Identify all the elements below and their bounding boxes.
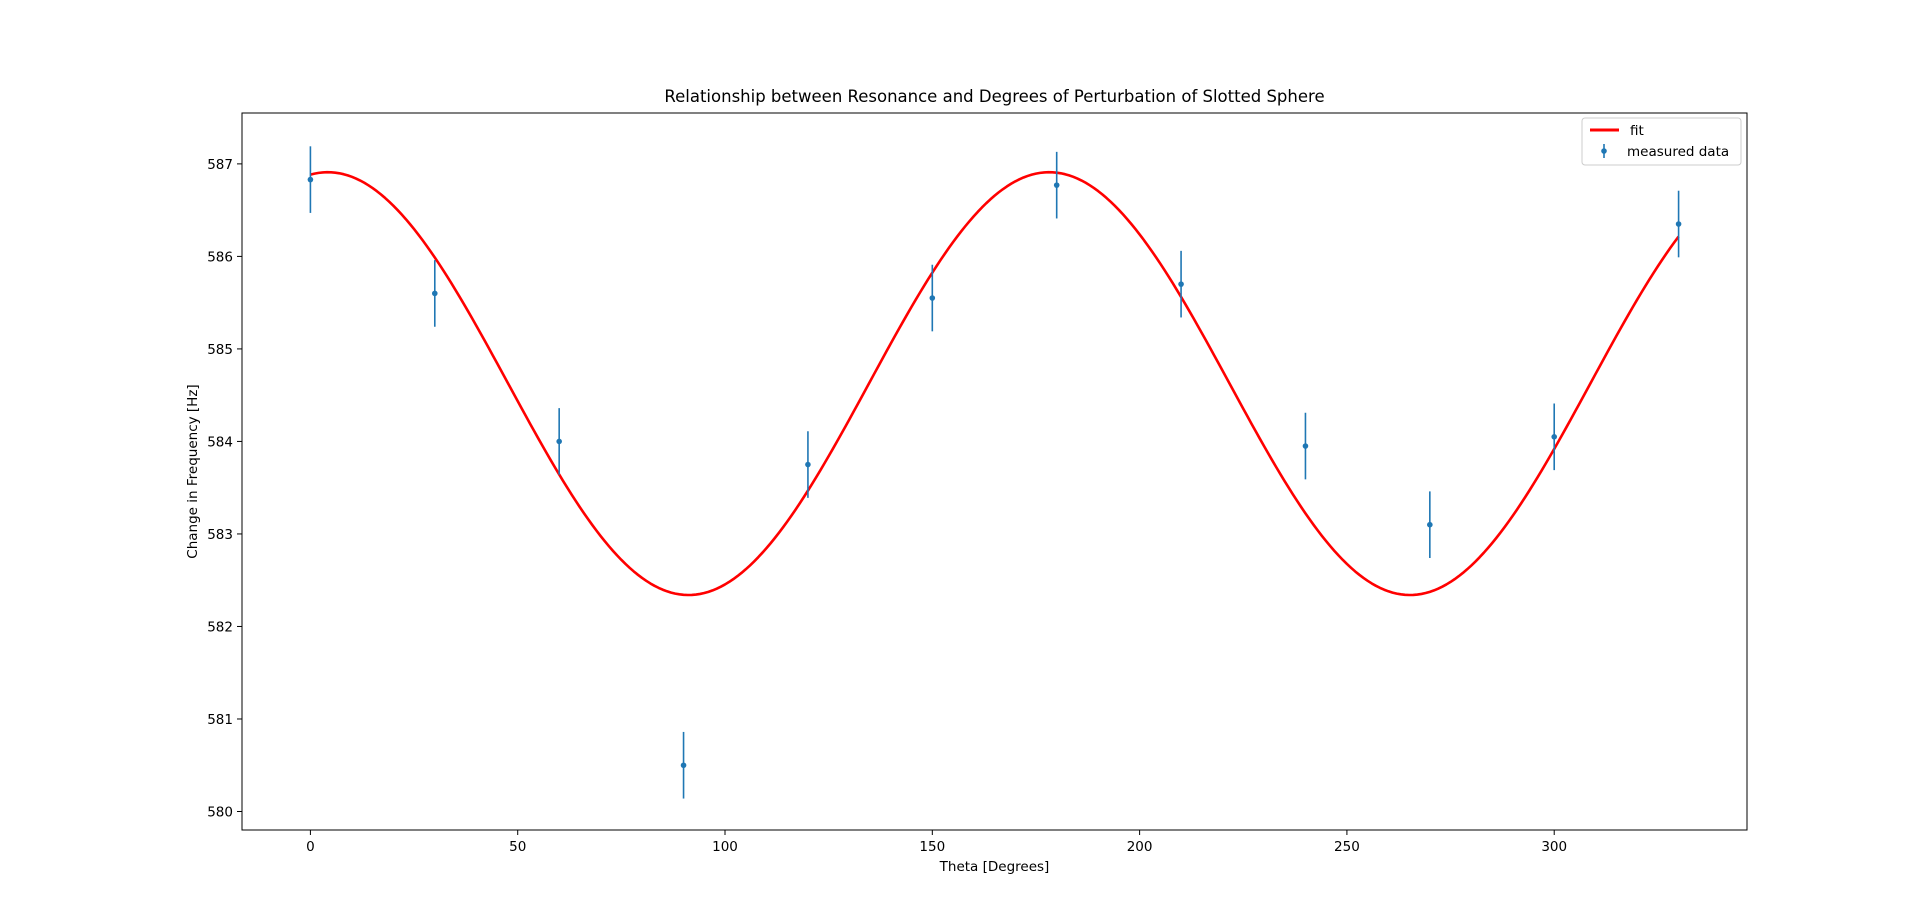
data-point [805,461,811,468]
x-tick-label: 150 [919,839,945,855]
data-point [431,290,438,297]
x-tick-label: 100 [712,839,738,855]
y-tick-label: 585 [207,342,233,358]
y-axis-label: Change in Frequency [Hz] [185,384,201,558]
data-point [307,176,314,183]
legend-measured-data-label: measured data [1627,144,1729,160]
y-tick-label: 586 [207,249,233,265]
x-tick-label: 200 [1127,839,1153,855]
y-tick-label: 580 [207,804,233,820]
data-point [1053,182,1060,188]
y-tick-label: 587 [207,157,233,173]
legend-measured-data-swatch [1601,144,1607,158]
data-point [1427,521,1433,528]
data-point [556,438,562,445]
y-tick-label: 582 [207,619,233,635]
fit-curve [310,170,1680,597]
chart-title: Relationship between Resonance and Degre… [664,87,1324,106]
y-tick-label: 584 [207,434,233,450]
data-point [1178,281,1184,287]
data-point [1302,443,1309,449]
legend-fit-label: fit [1630,123,1644,139]
y-tick-label: 583 [207,527,233,543]
x-tick-label: 50 [509,839,526,855]
y-tick-label: 581 [207,712,233,728]
x-axis-label: Theta [Degrees] [939,859,1050,875]
data-point [1675,221,1682,227]
legend-point-swatch [1601,148,1607,154]
axis-layer: 0 50 100 150 200 250 300 580 581 582 583 584 585 586 5… [207,157,1567,855]
legend-box [1581,117,1742,166]
x-tick-label: 300 [1541,839,1567,855]
fit-layer [310,170,1680,597]
x-tick-label: 0 [306,839,315,855]
x-tick-label: 250 [1334,839,1360,855]
plot-area-frame [241,112,1748,831]
data-layer [307,146,1682,799]
data-point [680,762,687,769]
legend: fit measured data [1581,117,1742,166]
data-point [929,295,936,301]
data-point [1551,434,1558,440]
